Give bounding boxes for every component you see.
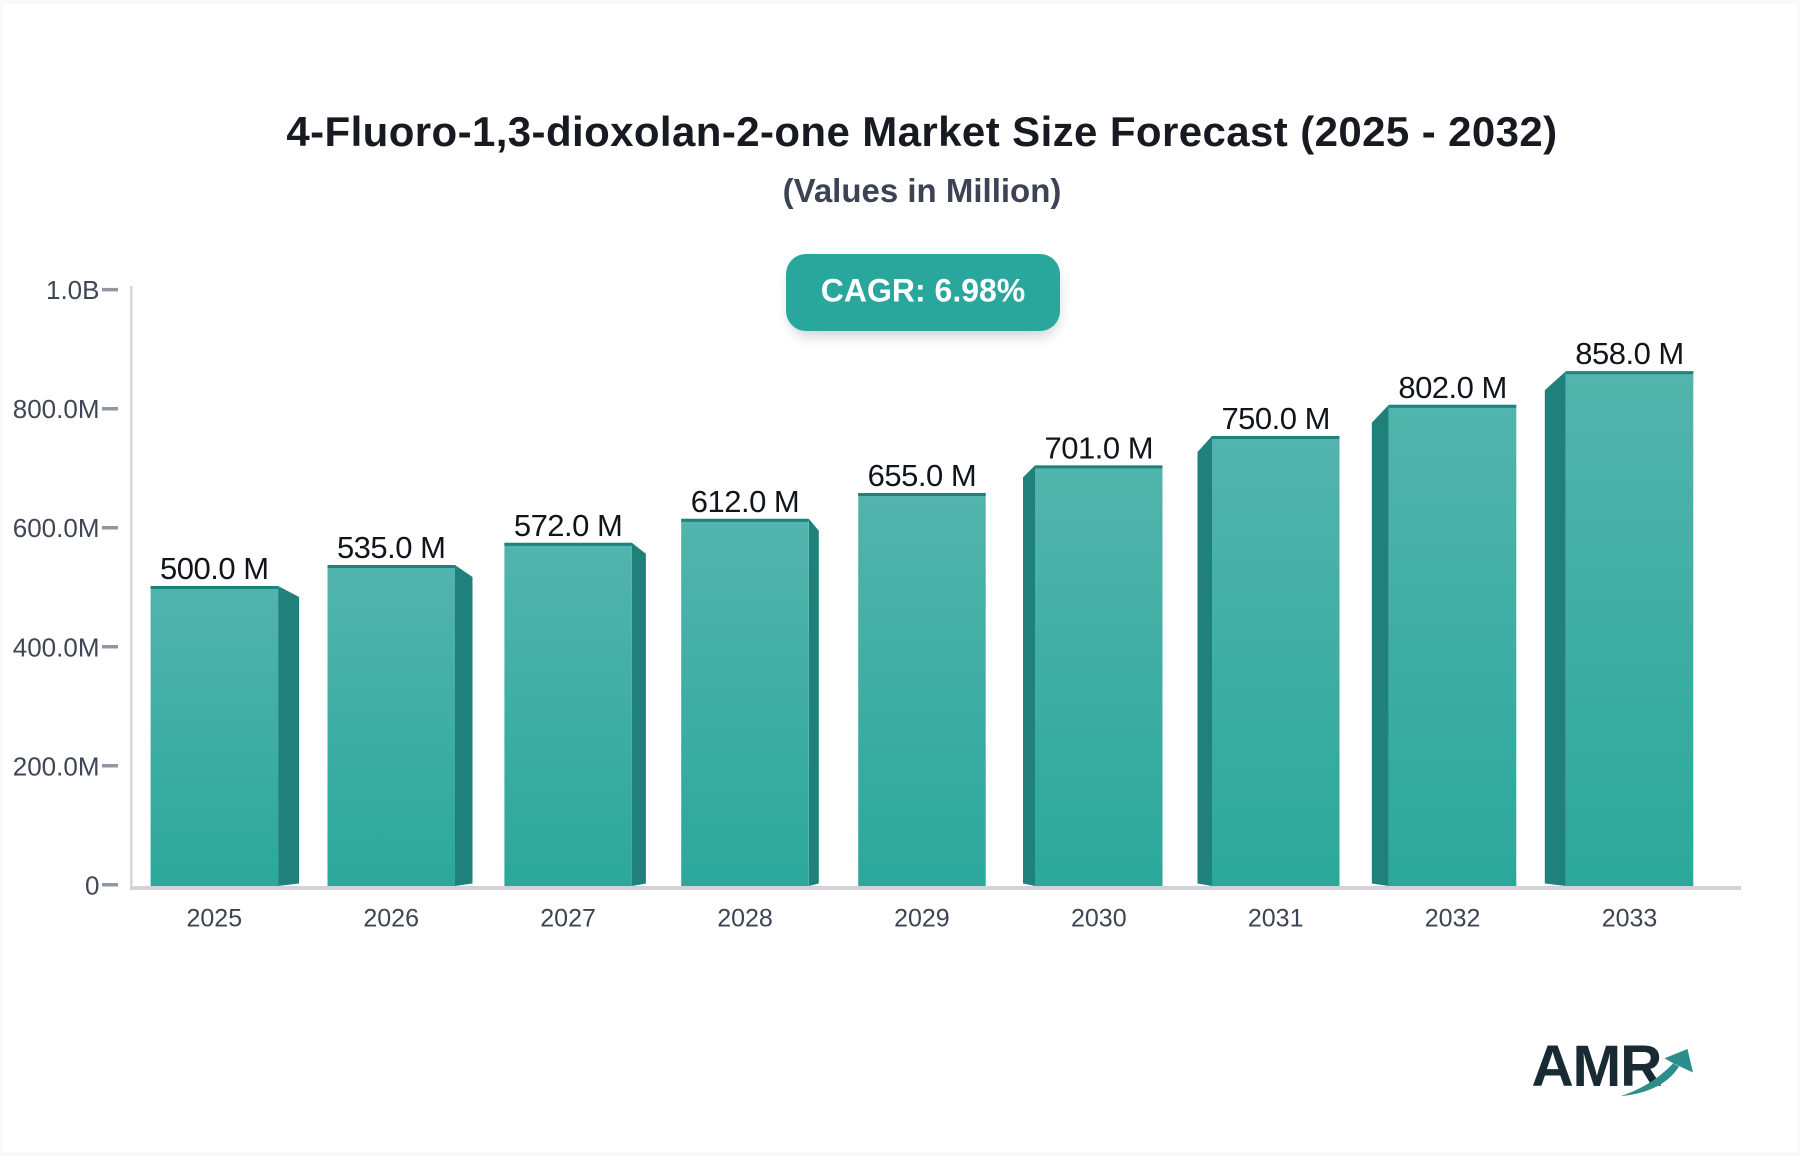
svg-text:858.0 M: 858.0 M [1575,336,1684,371]
svg-text:200.0M: 200.0M [13,751,100,781]
svg-text:800.0M: 800.0M [13,394,100,424]
svg-text:2029: 2029 [894,905,950,933]
svg-text:802.0 M: 802.0 M [1398,370,1507,405]
svg-text:2027: 2027 [540,905,596,933]
svg-text:600.0M: 600.0M [13,513,100,543]
svg-text:655.0 M: 655.0 M [868,458,977,493]
svg-text:2028: 2028 [717,905,773,933]
svg-text:(Values in Million): (Values in Million) [783,172,1062,209]
svg-text:2025: 2025 [186,905,242,933]
svg-text:0: 0 [85,870,99,900]
svg-text:750.0 M: 750.0 M [1221,401,1330,436]
svg-text:701.0 M: 701.0 M [1045,430,1154,465]
svg-text:2033: 2033 [1602,905,1658,933]
svg-text:2030: 2030 [1071,905,1127,933]
svg-text:535.0 M: 535.0 M [337,530,446,565]
svg-text:4-Fluoro-1,3-dioxolan-2-one Ma: 4-Fluoro-1,3-dioxolan-2-one Market Size … [286,108,1557,155]
svg-text:CAGR: 6.98%: CAGR: 6.98% [821,273,1026,309]
svg-text:500.0 M: 500.0 M [160,551,269,586]
svg-text:612.0 M: 612.0 M [691,484,800,519]
svg-text:400.0M: 400.0M [13,632,100,662]
svg-text:572.0 M: 572.0 M [514,508,623,543]
svg-text:2032: 2032 [1425,905,1481,933]
svg-text:1.0B: 1.0B [46,275,100,305]
svg-text:2026: 2026 [363,905,419,933]
svg-text:2031: 2031 [1248,905,1304,933]
